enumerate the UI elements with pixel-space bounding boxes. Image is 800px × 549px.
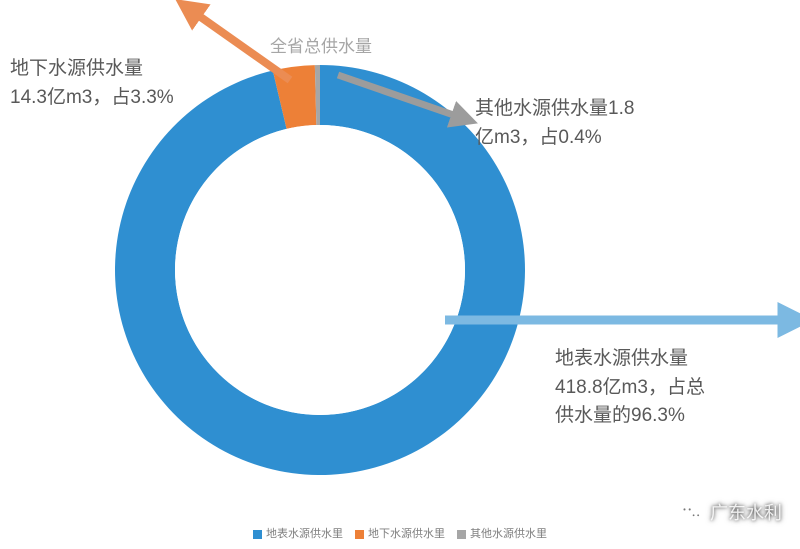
legend-label: 其他水源供水里 [470,528,547,540]
callout-line: 418.8亿m3，占总 [555,374,705,403]
donut-chart-area: 全省总供水量 地表水源供水量418.8亿m3，占总供水量的96.3% 地下水源供水… [0,0,800,549]
callout-line: 地下水源供水量 [10,55,174,84]
callout-line: 14.3亿m3，占3.3% [10,84,174,113]
watermark-text: 广东水利 [710,503,782,523]
legend: 地表水源供水里 地下水源供水里 其他水源供水里 [0,525,800,541]
callout-line: 供水量的96.3% [555,402,705,431]
legend-item: 地表水源供水里 [253,525,343,541]
legend-item: 其他水源供水里 [457,525,547,541]
legend-label: 地下水源供水里 [368,528,445,540]
callout-line: 其他水源供水量1.8 [475,95,634,124]
legend-item: 地下水源供水里 [355,525,445,541]
legend-label: 地表水源供水里 [266,528,343,540]
legend-swatch [457,530,466,539]
legend-swatch [355,530,364,539]
callout-line: 地表水源供水量 [555,345,705,374]
donut-hole [175,125,465,415]
other-callout: 其他水源供水量1.8亿m3，占0.4% [475,95,634,152]
callout-line: 亿m3，占0.4% [475,124,634,153]
wechat-icon [678,501,704,527]
watermark: 广东水利 [678,499,782,527]
ground-callout: 地下水源供水量14.3亿m3，占3.3% [10,55,174,112]
surface-callout: 地表水源供水量418.8亿m3，占总供水量的96.3% [555,345,705,431]
chart-title: 全省总供水量 [270,32,372,57]
legend-swatch [253,530,262,539]
